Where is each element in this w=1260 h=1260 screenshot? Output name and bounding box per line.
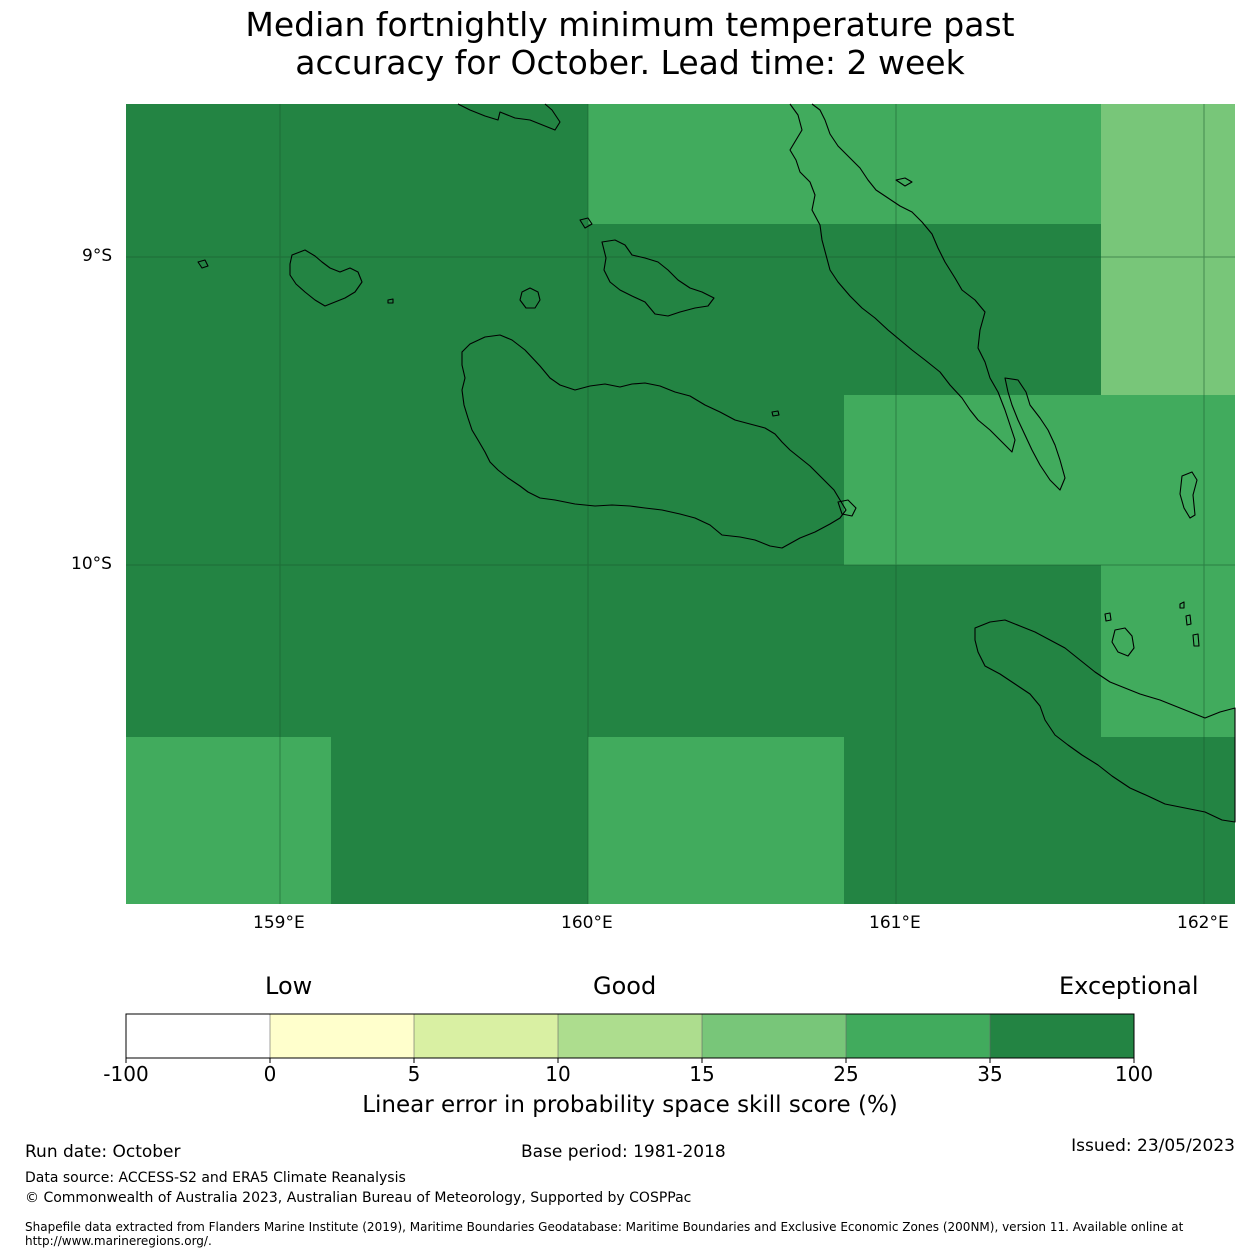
colorbar-seg-5-10: [414, 1014, 558, 1058]
coast-malaita: [789, 103, 1016, 453]
coast-florida-islands: [601, 239, 715, 317]
colorbar-seg-10-15: [558, 1014, 702, 1058]
lat-label-9s: 9°S: [82, 246, 113, 266]
coast-makira: [974, 619, 1236, 823]
coastlines: [197, 103, 1236, 823]
lon-label-159e: 159°E: [253, 913, 305, 933]
shapefile-credit: Shapefile data extracted from Flanders M…: [25, 1220, 1184, 1248]
coast-top-islands: [457, 103, 561, 131]
coast-small-east-4: [1192, 633, 1200, 647]
colorbar-title: Linear error in probability space skill …: [362, 1092, 898, 1118]
coast-ugi: [1111, 627, 1135, 657]
title-line-1: Median fortnightly minimum temperature p…: [245, 5, 1015, 44]
cell-top-medium: [588, 104, 1101, 224]
lon-label-162e: 162°E: [1177, 913, 1229, 933]
lon-label-161e: 161°E: [869, 913, 921, 933]
map-title: Median fortnightly minimum temperature p…: [0, 6, 1260, 82]
coast-ngella-small: [771, 410, 780, 417]
legend-good: Good: [593, 972, 657, 1000]
colorbar-tick: 15: [689, 1062, 715, 1086]
coast-savo: [519, 287, 541, 309]
colorbar: [125, 1013, 1135, 1063]
cell-bottom-center-medium: [588, 737, 844, 904]
legend-low: Low: [265, 972, 313, 1000]
colorbar-tick: 5: [407, 1062, 421, 1086]
coast-ulawa: [1179, 471, 1198, 519]
coast-russell-islands: [289, 249, 363, 307]
issued-date: Issued: 23/05/2023: [1071, 1136, 1235, 1156]
colorbar-tick: -100: [103, 1062, 149, 1086]
coast-small-west-2: [387, 298, 394, 304]
colorbar-tick: 0: [263, 1062, 277, 1086]
coast-small-center: [579, 217, 593, 229]
colorbar-tick: 25: [833, 1062, 859, 1086]
cell-mid-right-medium: [844, 395, 1235, 565]
run-date: Run date: October: [25, 1142, 181, 1162]
colorbar-seg-35-100: [990, 1014, 1134, 1058]
coast-small-west-1: [197, 259, 209, 269]
coast-small-east-3: [1185, 614, 1192, 626]
coast-small-north: [895, 177, 913, 187]
coast-guadalcanal: [461, 334, 847, 549]
base-period: Base period: 1981-2018: [521, 1142, 726, 1162]
colorbar-tick: 10: [545, 1062, 571, 1086]
colorbar-seg-15-25: [702, 1014, 846, 1058]
legend-exceptional: Exceptional: [1059, 972, 1199, 1000]
coast-small-east-2: [1179, 601, 1185, 609]
skill-cells: [126, 104, 1235, 904]
colorbar-seg-neg100-0: [126, 1014, 270, 1058]
colorbar-seg-0-5: [270, 1014, 414, 1058]
title-line-2: accuracy for October. Lead time: 2 week: [295, 43, 965, 82]
coast-small-tip: [837, 499, 857, 517]
cell-top-right-light: [1101, 104, 1235, 395]
data-source: Data source: ACCESS-S2 and ERA5 Climate …: [25, 1170, 406, 1186]
lat-label-10s: 10°S: [71, 554, 112, 574]
coast-maramasike: [1004, 377, 1066, 491]
coast-small-east-1: [1104, 612, 1112, 622]
colorbar-tick: 35: [977, 1062, 1003, 1086]
copyright: © Commonwealth of Australia 2023, Austra…: [25, 1190, 692, 1206]
cell-right-medium: [1101, 565, 1235, 737]
lon-label-160e: 160°E: [561, 913, 613, 933]
colorbar-seg-25-35: [846, 1014, 990, 1058]
colorbar-tick: 100: [1114, 1062, 1154, 1086]
cell-bottom-left-medium: [126, 737, 331, 904]
colorbar-outline: [125, 1013, 1135, 1059]
graticule: [126, 104, 1235, 904]
